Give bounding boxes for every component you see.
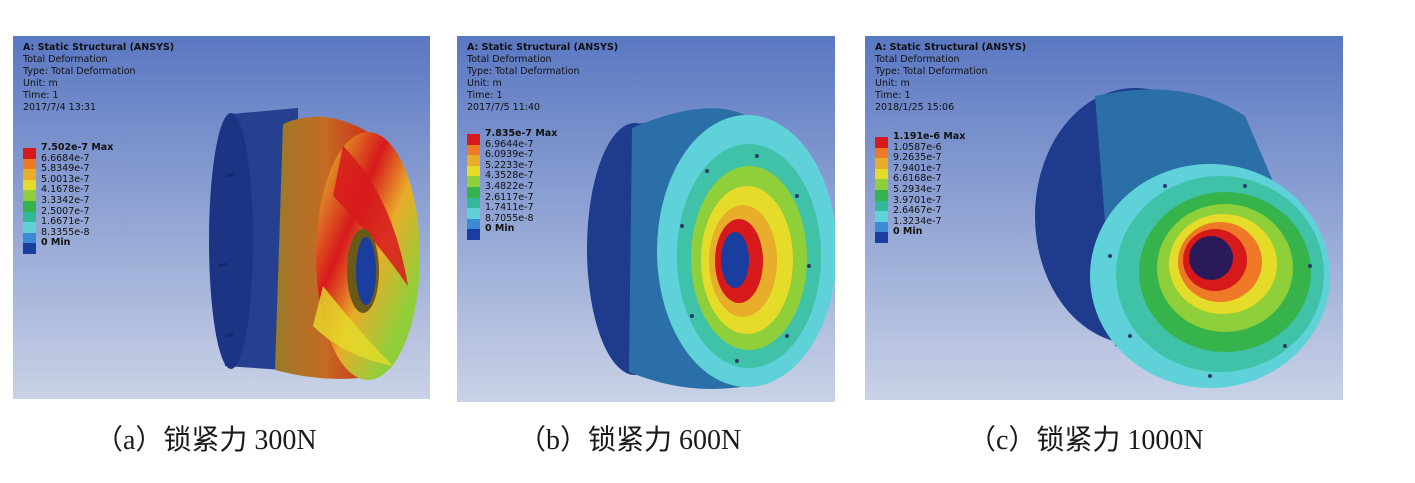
- legend-label: 1.191e-6 Max: [893, 131, 966, 142]
- legend-label: 3.3342e-7: [41, 194, 90, 206]
- result-type: Type: Total Deformation: [23, 66, 136, 77]
- legend-label: 8.7055e-8: [485, 212, 534, 224]
- legend-swatch: [23, 169, 36, 180]
- legend-swatch: [23, 222, 36, 233]
- result-date: 2017/7/4 13:31: [23, 102, 97, 113]
- legend-swatch: [23, 190, 36, 201]
- legend-swatch: [467, 134, 480, 145]
- legend-label: 8.3355e-8: [41, 226, 90, 238]
- result-type: Type: Total Deformation: [875, 66, 988, 77]
- result-name: Total Deformation: [875, 54, 960, 65]
- result-header-c: A: Static Structural (ANSYS) Total Defor…: [875, 42, 1026, 114]
- disk-model-c: [1035, 88, 1330, 388]
- legend-label: 1.6671e-7: [41, 216, 90, 228]
- legend-swatch: [467, 144, 480, 156]
- analysis-title: A: Static Structural (ANSYS): [467, 42, 619, 53]
- legend-label: 2.6117e-7: [485, 191, 534, 203]
- legend-swatch: [467, 208, 480, 219]
- legend-swatch: [875, 211, 888, 222]
- legend-swatch: [467, 176, 480, 187]
- legend-swatch: [467, 218, 480, 230]
- legend-label: 3.9701e-7: [893, 194, 942, 206]
- legend-label: 4.3528e-7: [485, 170, 534, 182]
- result-name: Total Deformation: [467, 54, 552, 65]
- legend-label: 6.6168e-7: [893, 173, 942, 185]
- result-unit: Unit: m: [875, 78, 910, 89]
- result-unit: Unit: m: [467, 78, 502, 89]
- legend-label: 6.6684e-7: [41, 152, 90, 164]
- legend-label: 5.2233e-7: [485, 159, 534, 171]
- legend-label: 2.6467e-7: [893, 205, 942, 217]
- analysis-title: A: Static Structural (ANSYS): [23, 42, 175, 53]
- legend-swatch: [23, 158, 36, 170]
- result-panel-c: A: Static Structural (ANSYS) Total Defor…: [865, 36, 1343, 400]
- legend-swatch: [875, 179, 888, 190]
- legend-swatch: [875, 147, 888, 159]
- result-time: Time: 1: [875, 90, 911, 101]
- legend-swatch: [467, 229, 480, 240]
- result-time: Time: 1: [23, 90, 59, 101]
- legend-swatch: [467, 155, 480, 166]
- legend-label: 2.5007e-7: [41, 205, 90, 217]
- legend-label: 7.502e-7 Max: [41, 142, 114, 153]
- result-header-b: A: Static Structural (ANSYS) Total Defor…: [467, 42, 618, 114]
- caption-c: （c）锁紧力 1000N: [968, 425, 1204, 456]
- legend-label: 3.4822e-7: [485, 180, 534, 192]
- deformation-plot-c: [865, 36, 1343, 400]
- result-panel-b: A: Static Structural (ANSYS) Total Defor…: [457, 36, 835, 402]
- caption-b: （b）锁紧力 600N: [518, 425, 742, 456]
- legend-swatch: [23, 243, 36, 254]
- legend-swatch: [467, 186, 480, 198]
- legend-swatch: [875, 232, 888, 243]
- disk-model-b: [587, 108, 835, 389]
- legend-swatch: [23, 211, 36, 223]
- legend-label: 9.2635e-7: [893, 152, 942, 164]
- legend-swatch: [875, 168, 888, 180]
- result-date: 2018/1/25 15:06: [875, 102, 955, 113]
- legend-label: 1.0587e-6: [893, 141, 942, 153]
- legend-label: 7.9401e-7: [893, 162, 942, 174]
- result-name: Total Deformation: [23, 54, 108, 65]
- legend-swatch: [875, 200, 888, 212]
- legend-label: 4.1678e-7: [41, 184, 90, 196]
- legend-swatch: [23, 148, 36, 159]
- legend-swatch: [875, 221, 888, 233]
- deformation-plot-a: [13, 36, 430, 399]
- legend-label: 0 Min: [893, 226, 923, 238]
- legend-label: 6.9644e-7: [485, 138, 534, 150]
- legend-swatch: [23, 232, 36, 244]
- result-type: Type: Total Deformation: [467, 66, 580, 77]
- legend-label: 1.7411e-7: [485, 202, 534, 214]
- legend-label: 0 Min: [41, 237, 71, 249]
- legend-label: 5.8349e-7: [41, 163, 90, 175]
- legend-label: 5.2934e-7: [893, 183, 942, 195]
- legend-swatch: [23, 179, 36, 191]
- result-header-a: A: Static Structural (ANSYS) Total Defor…: [23, 42, 174, 114]
- legend-swatch: [875, 137, 888, 148]
- caption-a: （a）锁紧力 300N: [95, 425, 317, 456]
- disk-model-a: [209, 108, 420, 380]
- legend-label: 6.0939e-7: [485, 149, 534, 161]
- legend-swatch: [467, 165, 480, 177]
- legend-label: 1.3234e-7: [893, 215, 942, 227]
- legend-swatch: [875, 158, 888, 169]
- result-time: Time: 1: [467, 90, 503, 101]
- legend-label: 0 Min: [485, 223, 515, 235]
- legend-label: 5.0013e-7: [41, 173, 90, 185]
- result-date: 2017/7/5 11:40: [467, 102, 541, 113]
- deformation-plot-b: [457, 36, 835, 402]
- analysis-title: A: Static Structural (ANSYS): [875, 42, 1027, 53]
- legend-swatch: [467, 197, 480, 209]
- legend-swatch: [875, 189, 888, 201]
- result-panel-a: A: Static Structural (ANSYS) Total Defor…: [13, 36, 430, 399]
- legend-label: 7.835e-7 Max: [485, 128, 558, 139]
- legend-swatch: [23, 200, 36, 212]
- result-unit: Unit: m: [23, 78, 58, 89]
